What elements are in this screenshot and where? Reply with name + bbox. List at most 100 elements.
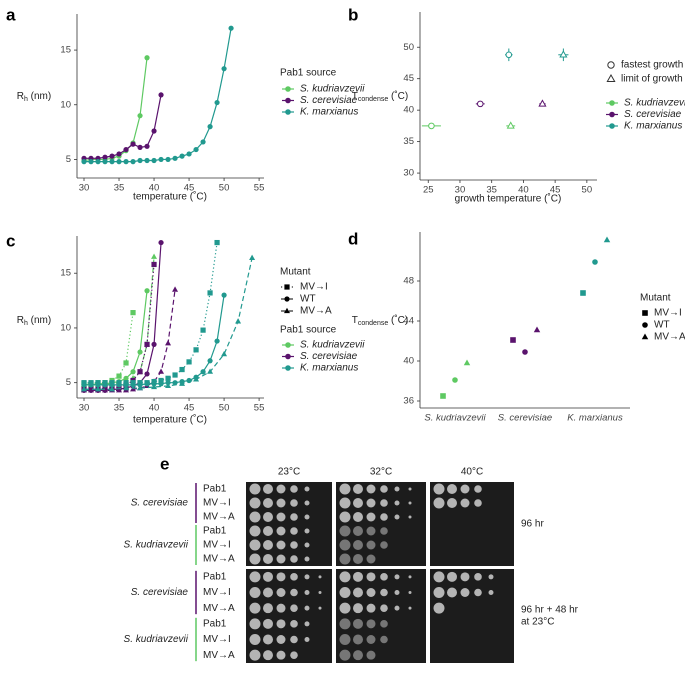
colony-spot (366, 540, 376, 550)
panel-letter: e (160, 454, 169, 473)
x-tick-label: 55 (254, 183, 265, 194)
plate-image (336, 482, 426, 566)
colony-spot (276, 484, 286, 494)
colony-spot (290, 620, 298, 628)
series-point (81, 159, 87, 165)
colony-spot (290, 604, 298, 612)
colony-spot (304, 637, 310, 642)
legend-swatch (641, 333, 649, 340)
colony-spot (249, 511, 261, 523)
colony-spot (249, 634, 261, 645)
series-point (144, 288, 150, 294)
plot-area (440, 236, 611, 399)
colony-spot (290, 499, 298, 507)
series-point (172, 372, 178, 378)
plate-image (336, 569, 426, 663)
column-header: 23°C (278, 467, 300, 478)
y-axis-label: Rh (nm) (17, 315, 51, 327)
colony-spot (366, 498, 376, 508)
colony-spot (380, 588, 388, 597)
series-point (193, 347, 199, 353)
mutant-label: Pab1 (203, 526, 227, 537)
colony-spot (304, 556, 310, 562)
colony-spot (276, 619, 286, 629)
column-header: 32°C (370, 467, 392, 478)
colony-spot (380, 573, 388, 581)
colony-spot (394, 574, 400, 580)
y-tick-label: 44 (403, 316, 414, 327)
colony-spot (366, 512, 376, 522)
x-tick-label: 45 (184, 183, 195, 194)
colony-spot (290, 588, 298, 597)
strain-label: S. cerevisiae (131, 587, 189, 598)
series-point (200, 369, 206, 375)
y-tick-label: 10 (60, 99, 71, 110)
point (505, 51, 513, 59)
colony-spot (474, 588, 482, 597)
y-tick-label: 48 (403, 276, 414, 287)
series-point (144, 381, 150, 387)
colony-spot (263, 603, 273, 614)
y-axis-label-unit: (nm) (28, 91, 51, 102)
series-point (207, 290, 213, 296)
colony-spot (304, 542, 310, 548)
mutant-label: Pab1 (203, 484, 227, 495)
colony-spot (304, 514, 310, 520)
colony-spot (290, 513, 298, 521)
column-header: 40°C (461, 467, 483, 478)
colony-spot (408, 487, 412, 491)
x-tick-label: 40 (149, 403, 160, 414)
x-tick-label: 50 (219, 183, 230, 194)
series-point (88, 382, 94, 388)
series-point (130, 141, 136, 147)
series-point (214, 338, 220, 344)
colony-spot (276, 512, 286, 522)
colony-spot (447, 484, 457, 494)
colony-spot (460, 484, 470, 494)
colony-spot (249, 618, 261, 630)
colony-spot (433, 497, 445, 509)
colony-spot (290, 527, 298, 535)
legend-label: limit of growth (621, 74, 683, 85)
legend-swatch (609, 123, 615, 129)
series-point (179, 153, 185, 159)
x-tick-label: 30 (79, 403, 90, 414)
legend-label: WT (300, 294, 316, 305)
colony-spot (353, 618, 363, 629)
mutant-label: MV→A (203, 512, 235, 523)
colony-spot (304, 500, 310, 506)
colony-spot (366, 588, 376, 597)
series-line (84, 312, 134, 385)
series-point (130, 159, 136, 165)
y-axis-label-unit: (˚C) (388, 90, 408, 102)
series-point (95, 385, 102, 392)
colony-spot (263, 526, 273, 536)
plate-image (246, 569, 332, 663)
colony-spot (353, 484, 363, 494)
series-point (158, 92, 164, 98)
y-tick-label: 40 (403, 356, 414, 367)
colony-spot (366, 650, 376, 660)
colony-spot (263, 484, 273, 494)
legend-label: MV→A (300, 306, 332, 317)
series-point (130, 382, 136, 388)
legend-label: S. kudriavzevii (624, 98, 685, 109)
colony-spot (366, 484, 376, 494)
y-tick-label: 36 (403, 396, 414, 407)
series-point (144, 55, 150, 61)
series-point (179, 366, 185, 373)
series-point (102, 154, 108, 160)
colony-spot (304, 486, 310, 492)
colony-spot (249, 571, 261, 583)
colony-spot (353, 554, 363, 564)
colony-spot (380, 499, 388, 507)
colony-spot (380, 635, 388, 644)
mutant-label: MV→A (203, 603, 235, 614)
x-axis-label: temperature (˚C) (133, 414, 207, 426)
series-point (116, 387, 123, 393)
series-point (151, 383, 158, 390)
legend-label: MV→A (654, 332, 685, 343)
series-point (123, 382, 129, 388)
series-point (116, 373, 122, 379)
colony-spot (353, 634, 363, 645)
